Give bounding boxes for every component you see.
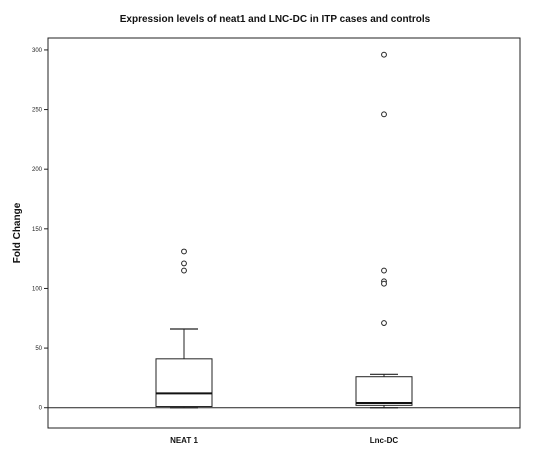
outlier-point-1 xyxy=(381,51,387,58)
y-tick-label-300: 300 xyxy=(32,48,43,54)
box-series xyxy=(155,51,413,409)
y-axis-label: Fold Change xyxy=(12,202,23,263)
y-tick-label-250: 250 xyxy=(32,108,43,114)
x-axis-categories: NEAT 1 Lnc-DC xyxy=(170,436,398,445)
y-tick-label-0: 0 xyxy=(39,406,43,412)
y-tick-label-50: 50 xyxy=(35,346,42,352)
y-tick-label-100: 100 xyxy=(32,286,43,292)
chart-title: Expression levels of neat1 and LNC-DC in… xyxy=(120,14,431,25)
outlier-point-2 xyxy=(381,111,387,118)
iqr-box xyxy=(355,376,413,406)
outlier-point-1 xyxy=(181,248,187,255)
y-tick-label-150: 150 xyxy=(32,227,43,233)
iqr-box xyxy=(155,358,213,408)
box-1 xyxy=(155,248,213,409)
box-2 xyxy=(355,51,413,409)
y-tick-label-200: 200 xyxy=(32,167,43,173)
outlier-point-3 xyxy=(181,267,187,274)
y-axis-ticks: 0 50 100 150 200 250 300 xyxy=(32,48,48,412)
outlier-point-2 xyxy=(181,260,187,267)
plot-frame xyxy=(47,37,521,429)
x-category-label: NEAT 1 xyxy=(170,436,198,445)
outlier-point-3 xyxy=(381,267,387,274)
outlier-point-5 xyxy=(381,280,387,287)
outlier-point-6 xyxy=(381,320,387,326)
x-category-label: Lnc-DC xyxy=(370,436,399,445)
